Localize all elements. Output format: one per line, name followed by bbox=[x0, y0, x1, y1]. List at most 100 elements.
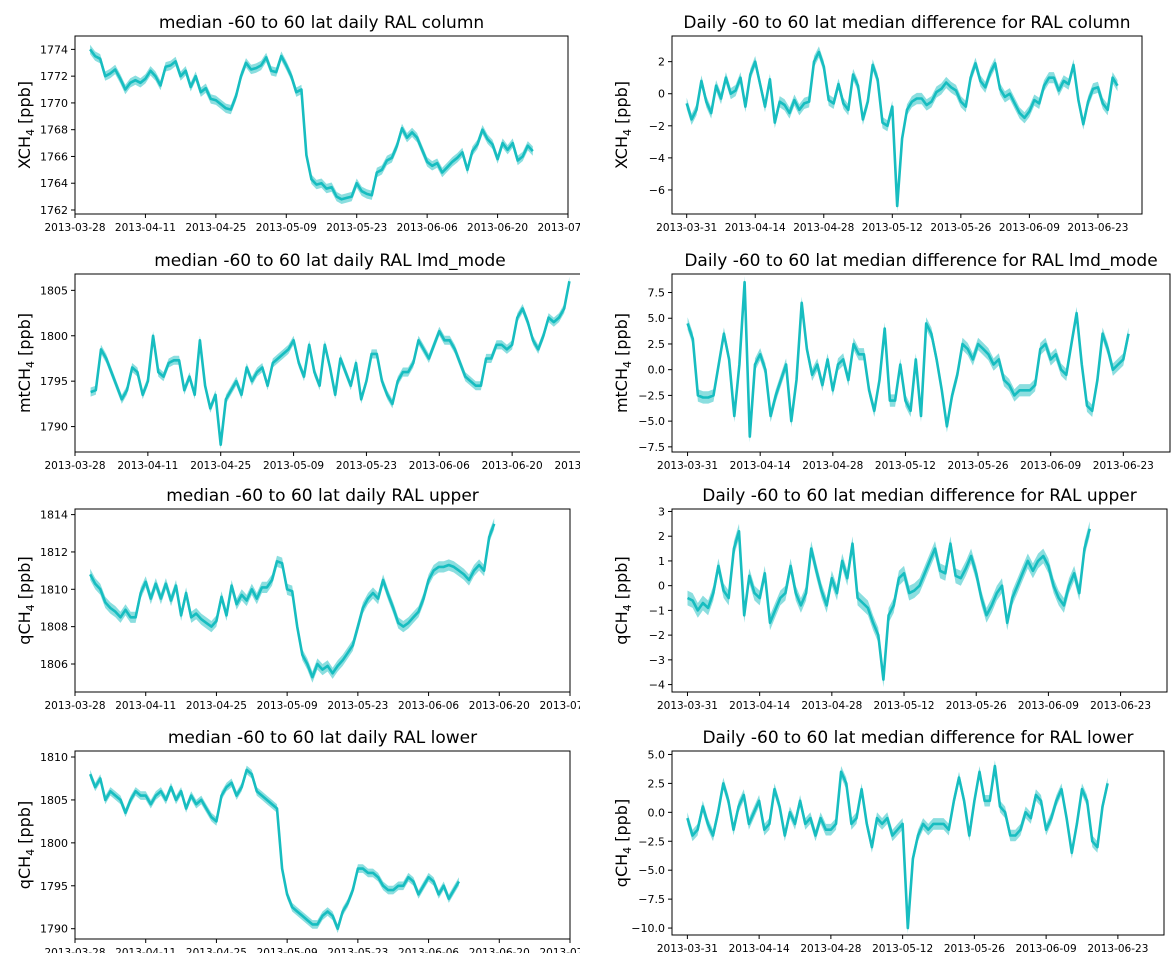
x-tick-label: 2013-07-04 bbox=[554, 460, 580, 472]
y-tick-label: 1810 bbox=[40, 751, 68, 764]
y-tick-label: 0.0 bbox=[648, 806, 666, 819]
x-tick-label: 2013-06-20 bbox=[467, 222, 528, 234]
y-tick-label: 1810 bbox=[40, 583, 68, 596]
series-line bbox=[89, 48, 534, 201]
x-tick-label: 2013-04-28 bbox=[793, 222, 854, 234]
x-tick-label: 2013-06-06 bbox=[409, 460, 470, 472]
chart-title: median -60 to 60 lat daily RAL upper bbox=[166, 486, 479, 506]
y-tick-label: 1772 bbox=[40, 70, 68, 83]
y-tick-label: 0 bbox=[658, 88, 665, 101]
y-tick-label: −5.0 bbox=[638, 415, 665, 428]
chart-title: Daily -60 to 60 lat median difference fo… bbox=[702, 486, 1136, 506]
y-tick-label: 1800 bbox=[40, 330, 68, 343]
chart-p6: Daily -60 to 60 lat median difference fo… bbox=[612, 486, 1168, 712]
x-tick-label: 2013-04-28 bbox=[802, 460, 863, 472]
x-tick-label: 2013-05-12 bbox=[862, 222, 923, 234]
x-tick-label: 2013-04-25 bbox=[186, 947, 247, 953]
y-tick-label: −2.5 bbox=[638, 389, 665, 402]
x-tick-label: 2013-05-26 bbox=[946, 700, 1007, 712]
y-tick-label: 1814 bbox=[40, 509, 68, 522]
x-tick-label: 2013-05-26 bbox=[930, 222, 991, 234]
x-tick-label: 2013-06-09 bbox=[999, 222, 1060, 234]
series-line bbox=[90, 281, 571, 446]
x-tick-label: 2013-06-06 bbox=[398, 947, 459, 953]
x-tick-label: 2013-06-23 bbox=[1093, 460, 1154, 472]
chart-p4: Daily -60 to 60 lat median difference fo… bbox=[612, 251, 1171, 472]
x-tick-label: 2013-03-28 bbox=[44, 700, 105, 712]
x-tick-label: 2013-04-28 bbox=[801, 700, 862, 712]
series-line bbox=[686, 528, 1091, 681]
y-tick-label: −5.0 bbox=[638, 864, 665, 877]
x-tick-label: 2013-05-23 bbox=[327, 947, 388, 953]
series-line bbox=[685, 50, 1119, 208]
y-tick-label: 1790 bbox=[40, 421, 68, 434]
y-tick-label: −2.5 bbox=[638, 835, 665, 848]
x-tick-label: 2013-04-25 bbox=[186, 700, 247, 712]
x-tick-label: 2013-05-12 bbox=[874, 700, 935, 712]
y-tick-label: 1764 bbox=[40, 177, 68, 190]
x-tick-label: 2013-03-31 bbox=[657, 943, 718, 953]
chart-title: Daily -60 to 60 lat median difference fo… bbox=[684, 251, 1157, 271]
chart-title: median -60 to 60 lat daily RAL lower bbox=[168, 728, 477, 748]
y-tick-label: 1774 bbox=[40, 43, 68, 56]
series-line bbox=[686, 764, 1109, 930]
y-axis-label: qCH4 [ppb] bbox=[612, 556, 634, 644]
uncertainty-band bbox=[687, 760, 1108, 934]
x-tick-label: 2013-05-09 bbox=[257, 947, 318, 953]
x-tick-label: 2013-06-09 bbox=[1018, 700, 1079, 712]
uncertainty-band bbox=[687, 276, 1129, 443]
y-axis-label: mtCH4 [ppb] bbox=[612, 313, 634, 413]
y-tick-label: 1808 bbox=[40, 621, 68, 634]
plot-frame bbox=[74, 750, 571, 940]
y-tick-label: 1795 bbox=[40, 880, 68, 893]
x-tick-label: 2013-04-28 bbox=[800, 943, 861, 953]
y-tick-label: 0.0 bbox=[648, 364, 666, 377]
x-tick-label: 2013-05-23 bbox=[327, 700, 388, 712]
plot-frame bbox=[671, 508, 1168, 693]
x-tick-label: 2013-03-28 bbox=[44, 460, 105, 472]
y-tick-label: 1806 bbox=[40, 658, 68, 671]
chart-p5: median -60 to 60 lat daily RAL upper qCH4… bbox=[15, 486, 580, 712]
plot-frame bbox=[74, 273, 580, 453]
y-tick-label: 7.5 bbox=[648, 287, 666, 300]
series-line bbox=[88, 768, 461, 930]
x-tick-label: 2013-03-31 bbox=[656, 222, 717, 234]
plot-frame bbox=[74, 508, 571, 693]
x-tick-label: 2013-06-06 bbox=[398, 700, 459, 712]
x-tick-label: 2013-06-09 bbox=[1016, 943, 1077, 953]
x-tick-label: 2013-03-31 bbox=[657, 460, 718, 472]
y-tick-label: −6 bbox=[649, 184, 665, 197]
series-line bbox=[686, 280, 1130, 438]
plot-frame bbox=[671, 35, 1143, 215]
x-tick-label: 2013-05-23 bbox=[336, 460, 397, 472]
y-tick-label: 1805 bbox=[40, 284, 68, 297]
plot-frame bbox=[671, 750, 1165, 936]
x-tick-label: 2013-06-20 bbox=[469, 947, 530, 953]
chart-title: median -60 to 60 lat daily RAL column bbox=[159, 13, 484, 33]
x-tick-label: 2013-05-26 bbox=[944, 943, 1005, 953]
y-axis-label: XCH4 [ppb] bbox=[612, 81, 634, 169]
chart-title: Daily -60 to 60 lat median difference fo… bbox=[702, 728, 1133, 748]
chart-p3: median -60 to 60 lat daily RAL lmd_modem… bbox=[15, 251, 580, 472]
x-tick-label: 2013-06-20 bbox=[469, 700, 530, 712]
y-tick-label: 1790 bbox=[40, 923, 68, 936]
y-tick-label: −7.5 bbox=[638, 893, 665, 906]
chart-title: Daily -60 to 60 lat median difference fo… bbox=[683, 13, 1130, 33]
y-tick-label: −2 bbox=[649, 120, 665, 133]
y-tick-label: 5.0 bbox=[648, 312, 666, 325]
x-tick-label: 2013-06-20 bbox=[482, 460, 543, 472]
y-tick-label: 1795 bbox=[40, 375, 68, 388]
y-axis-label: qCH4 [ppb] bbox=[612, 799, 634, 887]
chart-p1: median -60 to 60 lat daily RAL column XCH… bbox=[15, 13, 580, 234]
x-tick-label: 2013-04-25 bbox=[190, 460, 251, 472]
uncertainty-band bbox=[90, 518, 495, 683]
y-axis-label: mtCH4 [ppb] bbox=[15, 313, 37, 413]
y-tick-label: −7.5 bbox=[638, 441, 665, 454]
y-tick-label: −1 bbox=[649, 604, 665, 617]
x-tick-label: 2013-04-11 bbox=[115, 947, 176, 953]
x-tick-label: 2013-07-04 bbox=[537, 222, 580, 234]
chart-title: median -60 to 60 lat daily RAL lmd_mode bbox=[154, 251, 506, 271]
x-tick-label: 2013-03-28 bbox=[44, 947, 105, 953]
y-tick-label: 2 bbox=[658, 56, 665, 69]
x-tick-label: 2013-04-11 bbox=[115, 222, 176, 234]
